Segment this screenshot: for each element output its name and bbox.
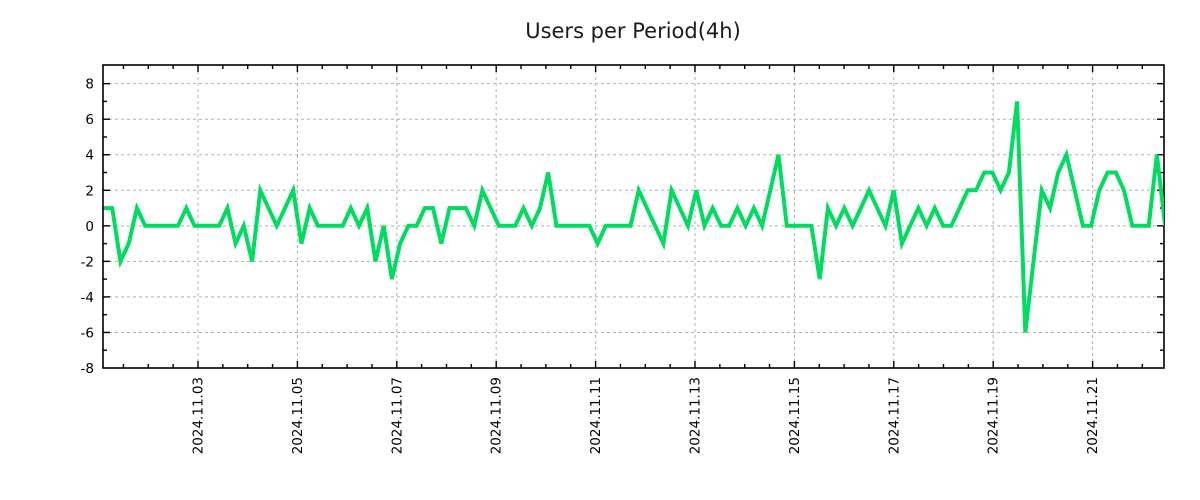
x-tick-label: 2024.11.17 <box>886 377 902 454</box>
x-tick-label: 2024.11.11 <box>588 377 604 454</box>
y-tick-label: 6 <box>85 112 94 128</box>
x-tick-label: 2024.11.09 <box>489 377 505 454</box>
x-axis-tick-labels: 2024.11.03 2024.11.05 2024.11.07 2024.11.09… <box>191 377 1102 454</box>
y-tick-label: 2 <box>85 183 94 199</box>
y-tick-label: -4 <box>81 290 94 306</box>
y-tick-label: -8 <box>81 361 94 377</box>
chart-title: Users per Period(4h) <box>525 19 741 43</box>
y-tick-label: 4 <box>85 148 94 164</box>
x-tick-label: 2024.11.21 <box>1085 377 1101 454</box>
x-tick-label: 2024.11.15 <box>787 377 803 454</box>
y-axis-tick-labels: -8 -6 -4 -2 0 2 4 6 8 <box>81 77 94 377</box>
y-tick-label: 8 <box>85 77 94 93</box>
x-tick-label: 2024.11.05 <box>290 377 306 454</box>
y-tick-label: 0 <box>85 219 94 235</box>
x-tick-label: 2024.11.13 <box>688 377 704 454</box>
x-tick-label: 2024.11.19 <box>986 377 1002 454</box>
y-tick-label: -6 <box>81 325 94 341</box>
y-tick-label: -2 <box>81 254 94 270</box>
x-tick-label: 2024.11.03 <box>191 377 207 454</box>
data-line <box>104 101 1164 333</box>
x-tick-label: 2024.11.07 <box>389 377 405 454</box>
